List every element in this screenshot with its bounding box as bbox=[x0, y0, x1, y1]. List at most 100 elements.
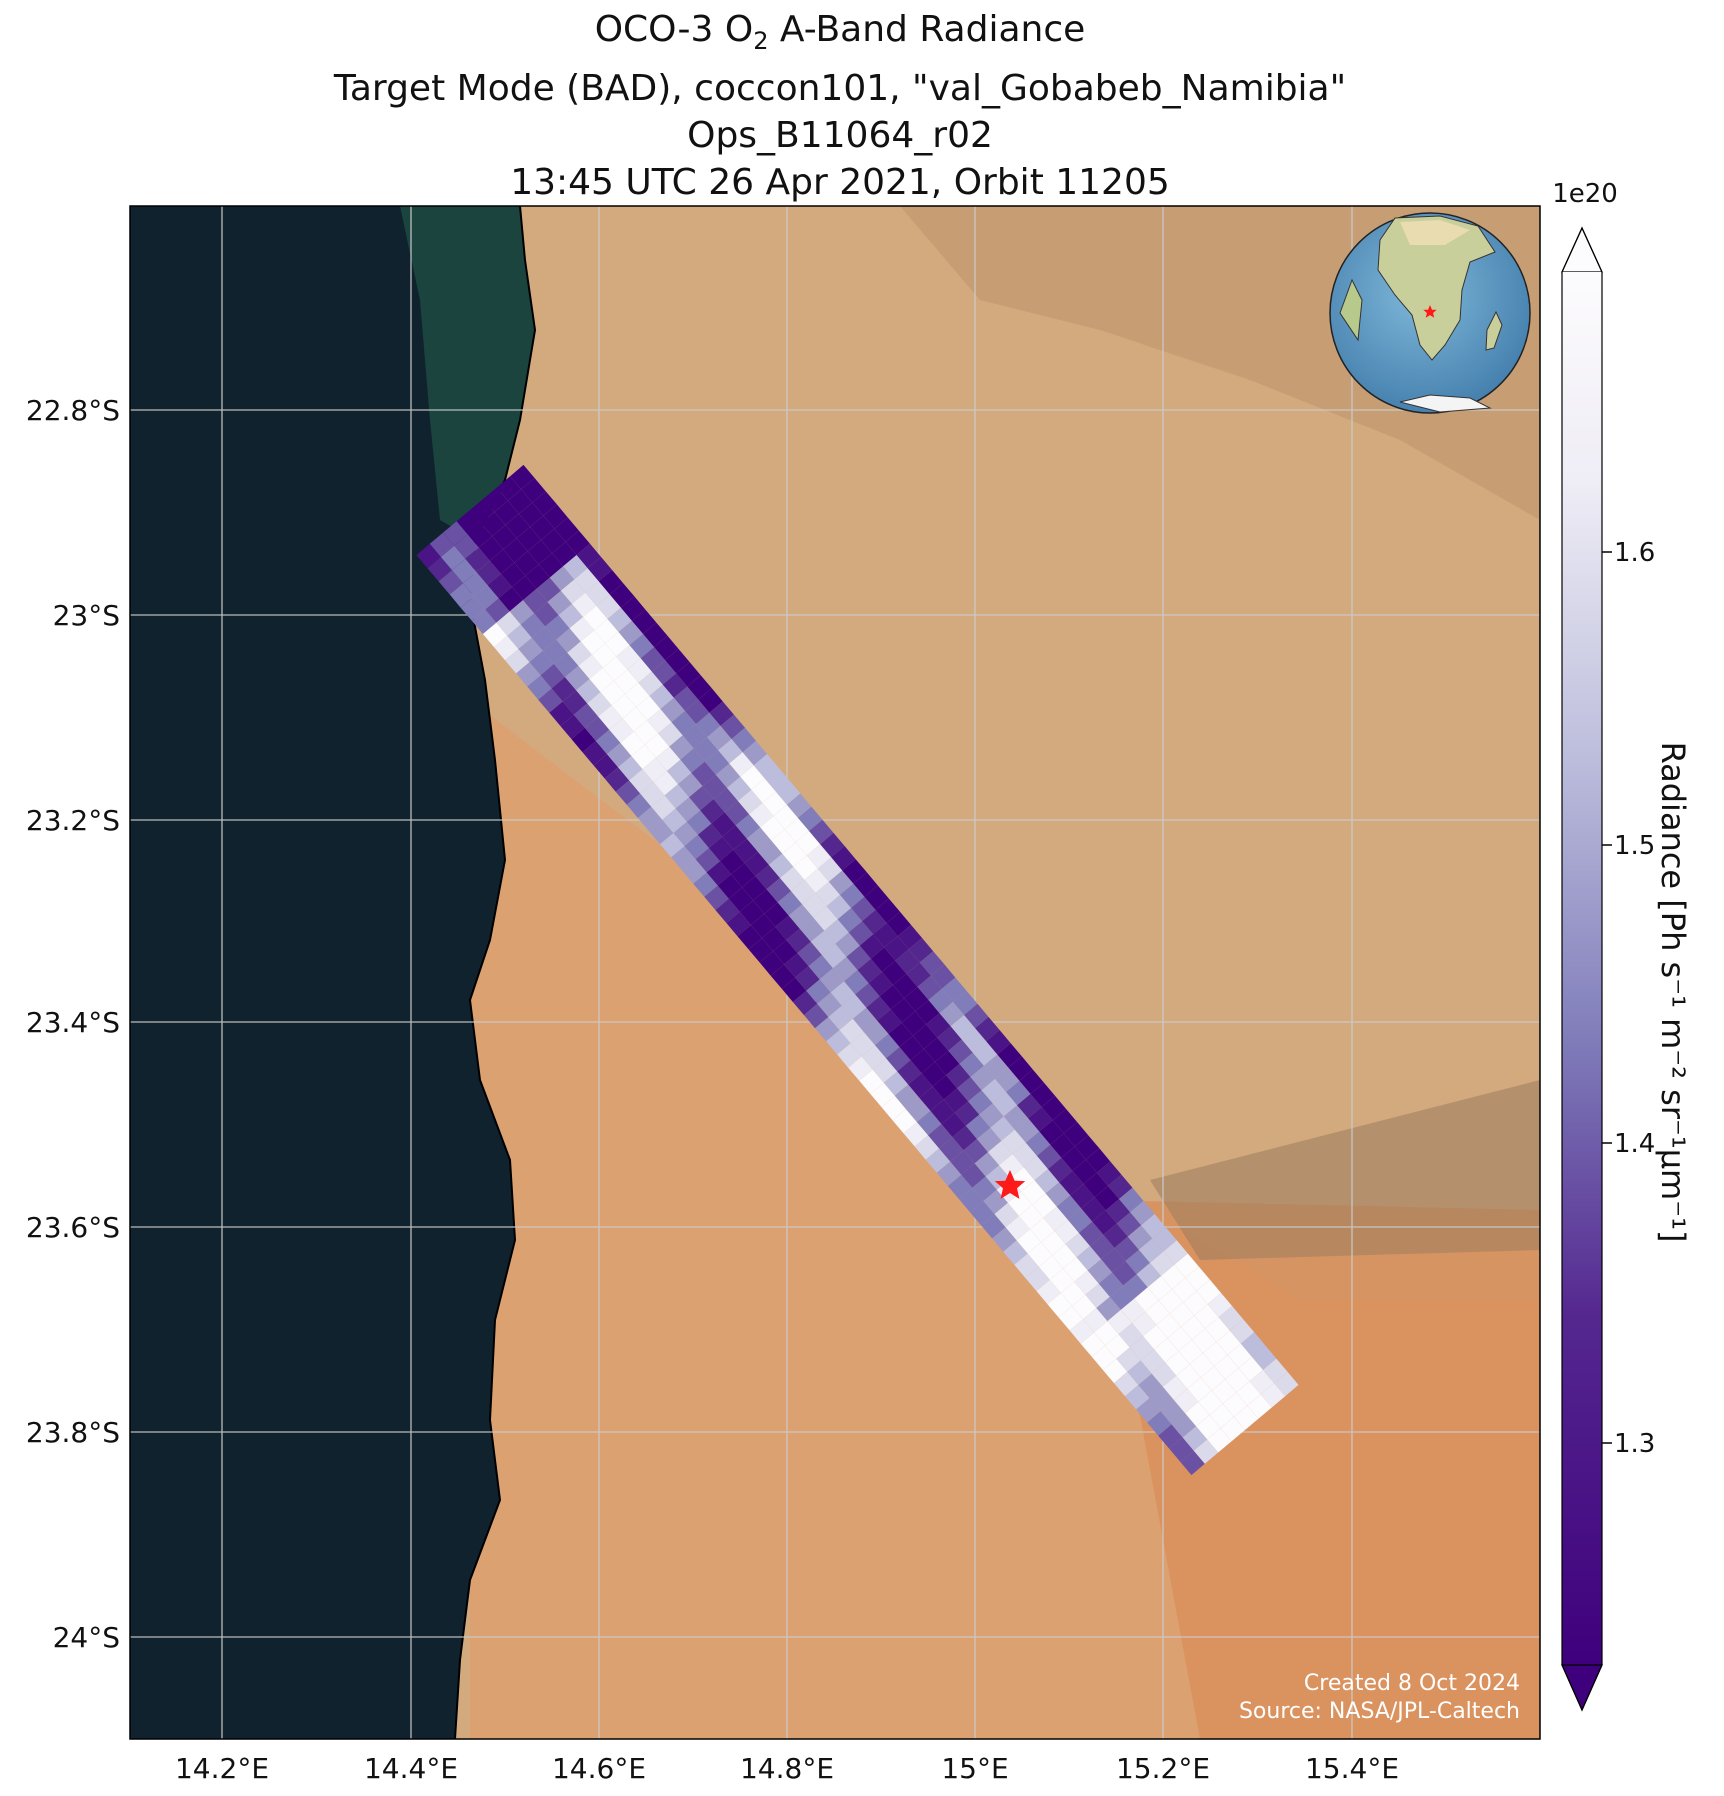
swath-footprint bbox=[729, 752, 754, 777]
swath-footprint bbox=[773, 940, 798, 965]
swath-footprint bbox=[1125, 1385, 1150, 1410]
swath-footprint bbox=[542, 639, 568, 664]
swath-footprint bbox=[673, 686, 699, 711]
swath-footprint bbox=[1193, 1439, 1219, 1464]
swath-footprint bbox=[438, 570, 464, 595]
title-line-1: OCO-3 O2 A-Band Radiance bbox=[594, 9, 1086, 56]
swath-footprint bbox=[1180, 1450, 1205, 1476]
swath-footprint bbox=[1003, 1240, 1028, 1265]
swath-footprint bbox=[1112, 1261, 1137, 1286]
swath-footprint bbox=[833, 956, 858, 982]
swath-footprint bbox=[1203, 1341, 1228, 1367]
swath-footprint bbox=[1118, 1323, 1143, 1348]
swath-footprint bbox=[910, 1048, 935, 1074]
swath-footprint bbox=[972, 1041, 998, 1066]
swath-footprint bbox=[961, 1028, 987, 1053]
target-site-marker[interactable] bbox=[994, 1170, 1026, 1199]
swath-footprint bbox=[642, 757, 667, 783]
swath-footprint bbox=[928, 1124, 953, 1149]
swath-footprint bbox=[553, 652, 579, 678]
swath-footprint bbox=[558, 603, 583, 629]
swath-footprint bbox=[693, 737, 719, 762]
swath-footprint bbox=[1032, 1193, 1057, 1218]
swath-footprint bbox=[766, 878, 792, 903]
swath-footprint bbox=[1151, 1362, 1177, 1387]
swath-footprint bbox=[1145, 1300, 1170, 1325]
swath-footprint bbox=[851, 896, 876, 922]
swath-footprint bbox=[905, 1097, 931, 1123]
radiance-swath[interactable] bbox=[416, 464, 1299, 1476]
swath-footprint bbox=[715, 898, 740, 924]
swath-footprint bbox=[651, 660, 677, 685]
swath-footprint bbox=[831, 846, 856, 871]
swath-footprint bbox=[792, 990, 818, 1016]
swath-footprint bbox=[835, 932, 860, 957]
colorbar: 1e20 1.6 1.5 1.4 1.3 Radiance [Ph s⁻¹ m⁻² s… bbox=[1552, 179, 1692, 1712]
swath-footprint bbox=[607, 742, 632, 768]
swath-footprint bbox=[797, 941, 822, 967]
swath-footprint bbox=[640, 647, 666, 672]
swath-footprint bbox=[478, 536, 504, 561]
swath-footprint bbox=[959, 1187, 984, 1213]
swath-footprint bbox=[1116, 1347, 1141, 1372]
swath-footprint bbox=[485, 598, 510, 623]
map-panel[interactable]: Created 8 Oct 2024 Source: NASA/JPL-Calt… bbox=[130, 206, 1540, 1739]
swath-footprint bbox=[665, 648, 690, 674]
swath-footprint bbox=[939, 1137, 964, 1162]
swath-footprint bbox=[815, 881, 840, 907]
swath-footprint bbox=[565, 530, 590, 555]
swath-footprint bbox=[697, 823, 723, 848]
swath-footprint bbox=[1229, 1319, 1255, 1344]
inset-globe bbox=[1329, 212, 1531, 414]
swath-footprint bbox=[682, 859, 707, 884]
globe-south-america bbox=[1339, 278, 1363, 342]
swath-footprint bbox=[463, 572, 488, 597]
swath-footprint bbox=[1274, 1371, 1299, 1397]
swath-footprint bbox=[841, 994, 867, 1019]
swath-footprint bbox=[904, 986, 929, 1012]
title-line-4: 13:45 UTC 26 Apr 2021, Orbit 11205 bbox=[510, 162, 1170, 204]
swath-footprint bbox=[1108, 1174, 1133, 1199]
swath-footprint bbox=[784, 953, 809, 978]
coastal-shelf bbox=[400, 206, 535, 540]
swath-footprint bbox=[1092, 1210, 1117, 1235]
swath-footprint bbox=[915, 1000, 940, 1025]
swath-footprint bbox=[440, 545, 466, 571]
swath-footprint bbox=[489, 549, 515, 574]
swath-footprint bbox=[786, 928, 811, 954]
swath-footprint bbox=[1150, 1251, 1175, 1276]
swath-footprint bbox=[1098, 1272, 1124, 1297]
swath-footprint bbox=[573, 703, 599, 728]
title-line-3: Ops_B11064_r02 bbox=[687, 115, 993, 157]
swath-footprint bbox=[830, 981, 856, 1006]
swath-footprint bbox=[483, 487, 508, 512]
swath-footprint bbox=[1039, 1120, 1064, 1145]
swath-footprint bbox=[762, 791, 787, 816]
swath-footprint bbox=[1096, 1161, 1122, 1186]
longitude-axis: 14.2°E 14.4°E 14.6°E 14.8°E 15°E 15.2°E 15.4°E bbox=[175, 1752, 1399, 1785]
swath-footprint bbox=[595, 729, 621, 755]
swath-footprint bbox=[1017, 1093, 1042, 1119]
swath-footprint bbox=[1240, 1332, 1266, 1357]
swath-footprint bbox=[777, 891, 803, 916]
globe-madagascar bbox=[1485, 310, 1503, 351]
swath-footprint bbox=[961, 1163, 986, 1188]
swath-footprint bbox=[1076, 1246, 1102, 1271]
swath-footprint bbox=[609, 583, 635, 608]
swath-footprint bbox=[972, 1176, 997, 1201]
swath-footprint bbox=[941, 1112, 966, 1138]
swath-footprint bbox=[932, 1075, 958, 1100]
swath-footprint bbox=[538, 688, 563, 713]
colorbar-min-extend bbox=[1561, 1664, 1603, 1712]
swath-footprint bbox=[804, 868, 829, 893]
swath-footprint bbox=[1162, 1375, 1188, 1400]
swath-footprint bbox=[1192, 1328, 1217, 1353]
swath-footprint bbox=[1038, 1255, 1064, 1280]
swath-footprint bbox=[465, 547, 490, 572]
swath-footprint bbox=[930, 1099, 955, 1124]
swath-footprint bbox=[798, 806, 823, 831]
swath-footprint bbox=[429, 532, 455, 557]
swath-footprint bbox=[997, 1043, 1022, 1068]
swath-footprint bbox=[1007, 1191, 1033, 1216]
swath-footprint bbox=[893, 973, 918, 999]
